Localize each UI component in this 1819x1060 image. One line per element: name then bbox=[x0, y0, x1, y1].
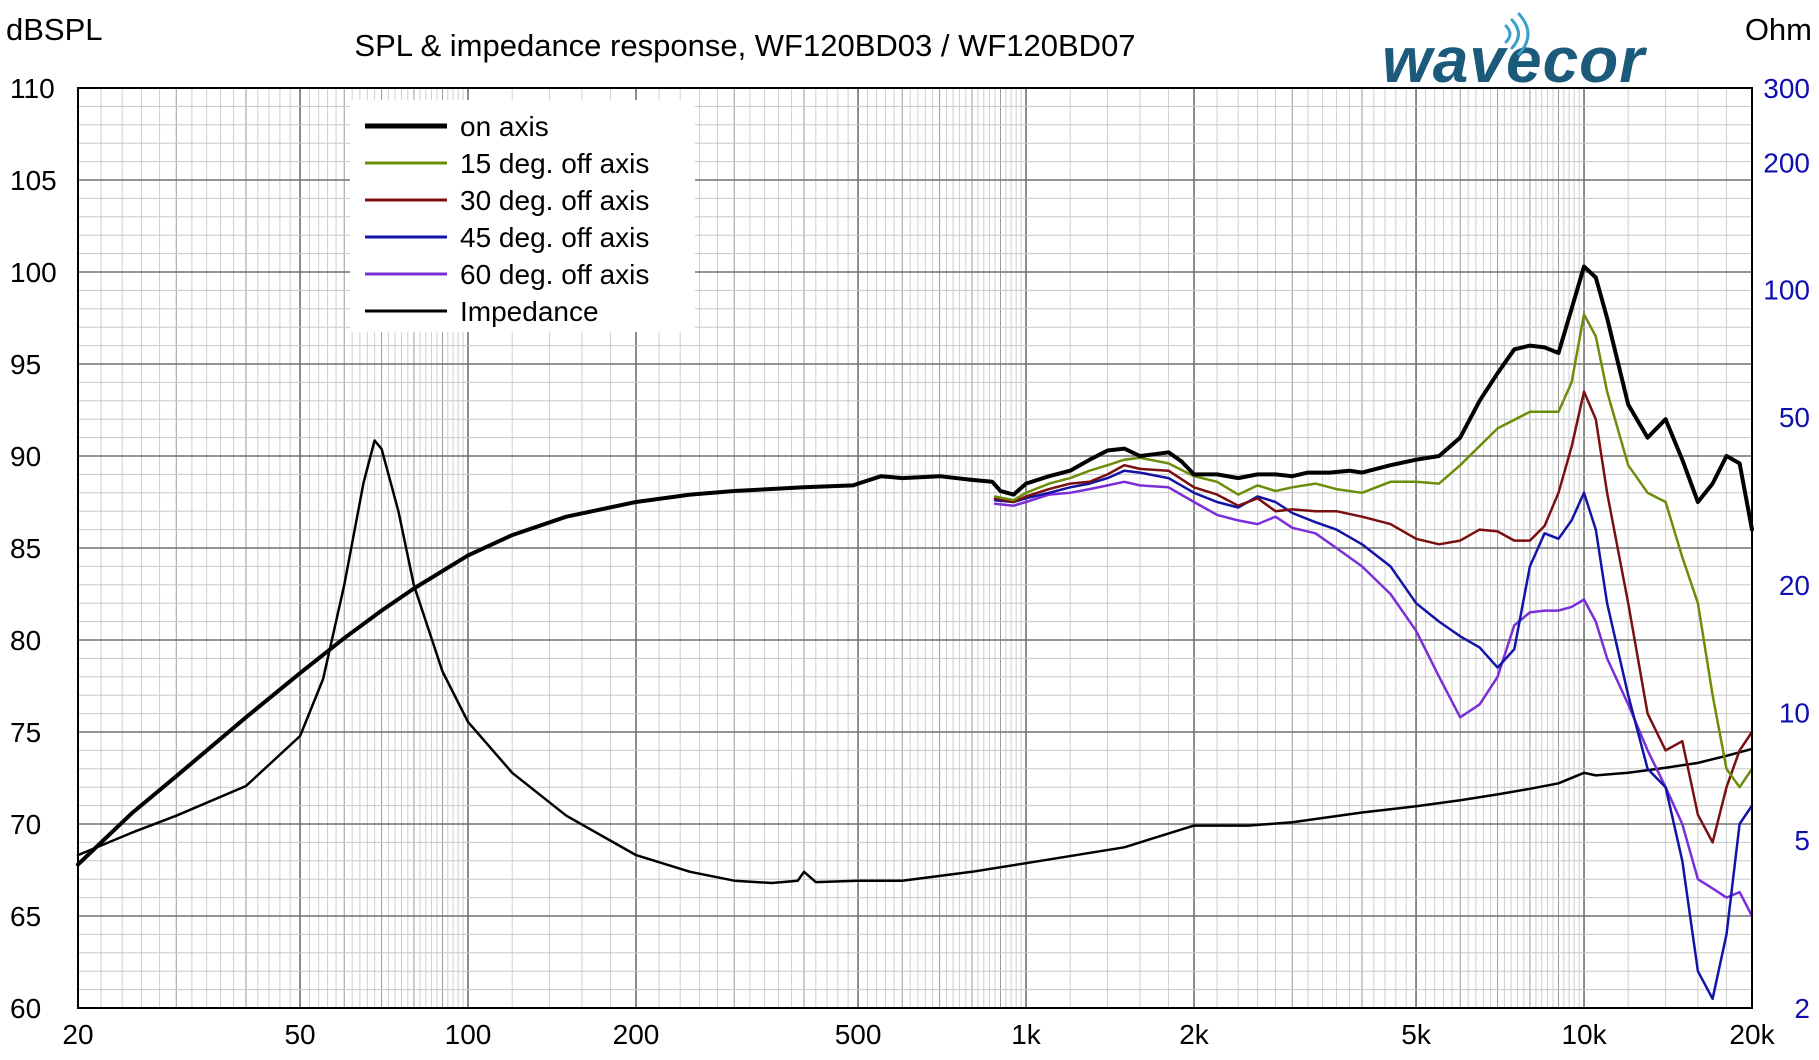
series-lines bbox=[76, 264, 1754, 1001]
y-left-tick-label: 80 bbox=[10, 625, 41, 656]
series-line-15-deg-off-axis bbox=[993, 313, 1754, 789]
wave-icon bbox=[1504, 12, 1530, 56]
legend-label: 60 deg. off axis bbox=[460, 259, 649, 290]
legend-label: 15 deg. off axis bbox=[460, 148, 649, 179]
y-left-tick-label: 65 bbox=[10, 901, 41, 932]
y-left-tick-label: 110 bbox=[10, 73, 55, 104]
y-right-tick-label: 100 bbox=[1763, 275, 1810, 306]
legend-label: on axis bbox=[460, 111, 549, 142]
left-axis-label: dBSPL bbox=[6, 12, 103, 47]
series-line-45-deg-off-axis bbox=[993, 469, 1754, 1001]
x-tick-label: 100 bbox=[445, 1019, 492, 1050]
y-right-tick-label: 20 bbox=[1779, 570, 1810, 601]
legend-label: Impedance bbox=[460, 296, 599, 327]
x-tick-label: 1k bbox=[1011, 1019, 1042, 1050]
series-line-60-deg-off-axis bbox=[993, 480, 1754, 918]
x-tick-label: 5k bbox=[1401, 1019, 1432, 1050]
y-right-tick-label: 5 bbox=[1794, 825, 1810, 856]
x-tick-label: 200 bbox=[613, 1019, 660, 1050]
y-left-tick-label: 85 bbox=[10, 533, 41, 564]
y-left-tick-label: 90 bbox=[10, 441, 41, 472]
right-axis-label: Ohm bbox=[1745, 12, 1812, 47]
plot-frame bbox=[77, 87, 1753, 1009]
y-left-tick-label: 60 bbox=[10, 993, 41, 1024]
tick-labels: 20 50 100 200 500 1k 2k 5k 10k 20k110105100959085… bbox=[10, 73, 1810, 1050]
y-left-tick-label: 75 bbox=[10, 717, 41, 748]
series-line-30-deg-off-axis bbox=[993, 390, 1754, 844]
y-right-tick-label: 2 bbox=[1794, 993, 1810, 1024]
grid bbox=[77, 87, 1753, 1009]
chart-title: SPL & impedance response, WF120BD03 / WF… bbox=[354, 28, 1135, 63]
x-tick-label: 50 bbox=[284, 1019, 315, 1050]
x-tick-label: 20 bbox=[62, 1019, 93, 1050]
y-right-tick-label: 300 bbox=[1763, 73, 1810, 104]
x-tick-label: 20k bbox=[1729, 1019, 1775, 1050]
y-right-tick-label: 10 bbox=[1779, 697, 1810, 728]
legend-box bbox=[350, 100, 695, 332]
y-left-tick-label: 70 bbox=[10, 809, 41, 840]
y-left-tick-label: 95 bbox=[10, 349, 41, 380]
y-left-tick-label: 105 bbox=[10, 165, 57, 196]
logo-text: wavecor bbox=[1382, 24, 1647, 96]
x-tick-label: 10k bbox=[1561, 1019, 1607, 1050]
series-line-impedance bbox=[76, 439, 1754, 885]
legend-label: 30 deg. off axis bbox=[460, 185, 649, 216]
x-tick-label: 2k bbox=[1179, 1019, 1210, 1050]
legend-label: 45 deg. off axis bbox=[460, 222, 649, 253]
series-line-on-axis bbox=[76, 264, 1754, 867]
y-left-tick-label: 100 bbox=[10, 257, 57, 288]
y-right-tick-label: 200 bbox=[1763, 147, 1810, 178]
x-tick-label: 500 bbox=[835, 1019, 882, 1050]
wavecor-logo: wavecor bbox=[1382, 12, 1647, 96]
legend: on axis 15 deg. off axis 30 deg. off axis 4… bbox=[350, 100, 695, 332]
y-right-tick-label: 50 bbox=[1779, 402, 1810, 433]
